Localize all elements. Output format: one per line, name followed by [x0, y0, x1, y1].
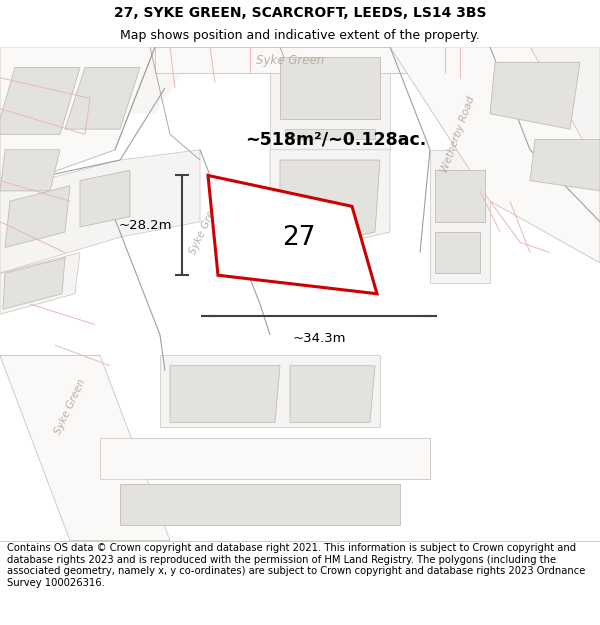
- Polygon shape: [120, 484, 400, 525]
- Polygon shape: [65, 68, 140, 129]
- Polygon shape: [280, 57, 380, 119]
- Text: Syke Green: Syke Green: [53, 378, 87, 436]
- Polygon shape: [170, 366, 280, 423]
- Polygon shape: [208, 176, 377, 294]
- Text: Contains OS data © Crown copyright and database right 2021. This information is : Contains OS data © Crown copyright and d…: [7, 543, 586, 588]
- Polygon shape: [5, 186, 70, 248]
- Polygon shape: [80, 170, 130, 227]
- Polygon shape: [0, 47, 155, 191]
- Polygon shape: [430, 150, 490, 284]
- Polygon shape: [435, 170, 485, 222]
- Text: ~34.3m: ~34.3m: [292, 332, 346, 345]
- Polygon shape: [0, 150, 60, 191]
- Text: Map shows position and indicative extent of the property.: Map shows position and indicative extent…: [120, 29, 480, 42]
- Polygon shape: [0, 150, 200, 273]
- Text: Syke Green: Syke Green: [188, 198, 222, 256]
- Polygon shape: [0, 47, 200, 114]
- Polygon shape: [490, 47, 600, 222]
- Text: Wetherby Road: Wetherby Road: [440, 95, 476, 174]
- Polygon shape: [435, 232, 480, 273]
- Polygon shape: [0, 356, 170, 541]
- Polygon shape: [285, 129, 375, 139]
- Polygon shape: [155, 47, 430, 72]
- Polygon shape: [0, 47, 155, 191]
- Polygon shape: [280, 160, 380, 248]
- Polygon shape: [270, 150, 390, 253]
- Polygon shape: [0, 68, 80, 134]
- Polygon shape: [530, 139, 600, 191]
- Polygon shape: [390, 47, 600, 263]
- Polygon shape: [490, 62, 580, 129]
- Text: 27, SYKE GREEN, SCARCROFT, LEEDS, LS14 3BS: 27, SYKE GREEN, SCARCROFT, LEEDS, LS14 3…: [114, 6, 486, 20]
- Text: ~518m²/~0.128ac.: ~518m²/~0.128ac.: [245, 131, 426, 149]
- Polygon shape: [3, 258, 65, 309]
- Text: Syke Green: Syke Green: [256, 54, 324, 67]
- Text: 27: 27: [282, 225, 316, 251]
- Polygon shape: [0, 253, 80, 314]
- Polygon shape: [290, 366, 375, 423]
- Polygon shape: [0, 47, 155, 191]
- Polygon shape: [160, 356, 380, 428]
- Polygon shape: [100, 438, 430, 479]
- Text: ~28.2m: ~28.2m: [119, 219, 172, 232]
- Polygon shape: [270, 47, 390, 150]
- Polygon shape: [100, 438, 430, 479]
